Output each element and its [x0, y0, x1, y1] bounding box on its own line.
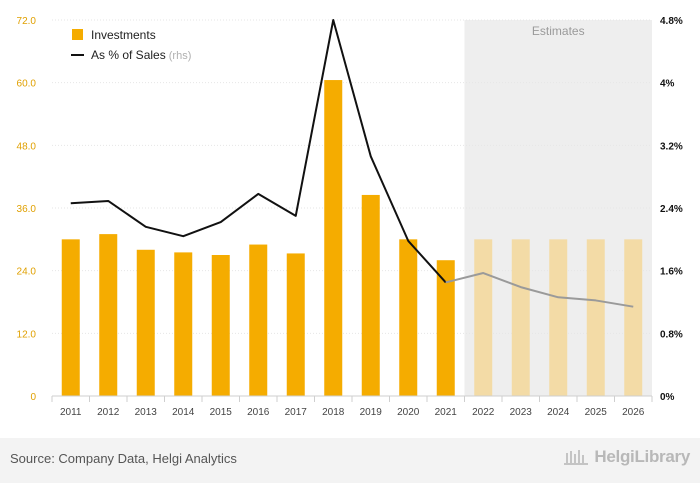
brand-logo[interactable]: HelgiLibrary — [563, 447, 690, 467]
legend-bar-label: Investments — [91, 28, 156, 42]
line-point-2026[interactable] — [631, 305, 635, 309]
x-tick-label: 2021 — [435, 407, 458, 418]
x-tick-label: 2017 — [285, 407, 308, 418]
line-point-2019[interactable] — [369, 154, 373, 158]
bar-2020[interactable] — [399, 239, 418, 396]
bar-2014[interactable] — [174, 252, 193, 396]
legend-rhs-suffix: (rhs) — [166, 50, 192, 62]
source-text: Source: Company Data, Helgi Analytics — [10, 451, 237, 466]
line-point-2013[interactable] — [144, 225, 148, 229]
line-point-2023[interactable] — [519, 285, 523, 289]
line-point-2018[interactable] — [331, 18, 335, 22]
bar-2016[interactable] — [249, 244, 268, 396]
legend-bar-swatch[interactable] — [72, 29, 83, 40]
bar-2025[interactable] — [586, 239, 605, 396]
x-tick-label: 2019 — [360, 407, 383, 418]
bar-2015[interactable] — [211, 255, 230, 396]
line-point-2017[interactable] — [294, 214, 298, 218]
chart: Estimates 0 12.0 24.0 36.0 48.0 60.0 72.0 0% 0.8%… — [17, 16, 683, 418]
line-point-2025[interactable] — [594, 298, 598, 302]
x-tick-label: 2026 — [622, 407, 645, 418]
y-right-tick-label: 4.8% — [660, 16, 683, 27]
brand-name: HelgiLibrary — [594, 447, 690, 466]
line-point-2011[interactable] — [69, 201, 73, 205]
y-right-tick-label: 4% — [660, 79, 675, 90]
line-point-2021[interactable] — [444, 280, 448, 284]
library-icon — [564, 450, 589, 465]
bar-2024[interactable] — [549, 239, 568, 396]
bar-2021[interactable] — [436, 260, 455, 396]
y-left-tick-label: 12.0 — [17, 329, 37, 340]
y-right-tick-label: 2.4% — [660, 204, 683, 215]
line-series-actual — [70, 19, 447, 284]
legend-line-label: As % of Sales (rhs) — [91, 48, 191, 62]
x-tick-label: 2018 — [322, 407, 345, 418]
y-left-tick-label: 48.0 — [17, 141, 37, 152]
line-point-2024[interactable] — [556, 295, 560, 299]
y-right-tick-label: 0.8% — [660, 329, 683, 340]
y-right-tick-label: 1.6% — [660, 267, 683, 278]
x-tick-label: 2012 — [97, 407, 120, 418]
x-tick-label: 2014 — [172, 407, 195, 418]
y-right-tick-label: 0% — [660, 392, 675, 403]
estimate-label: Estimates — [532, 24, 585, 38]
bar-2013[interactable] — [136, 249, 155, 396]
x-tick-label: 2011 — [60, 407, 82, 418]
y-left-tick-label: 60.0 — [17, 79, 37, 90]
bar-2026[interactable] — [624, 239, 643, 396]
bar-2018[interactable] — [324, 80, 343, 397]
line-series-estimate — [445, 272, 634, 308]
y-left-tick-label: 36.0 — [17, 204, 37, 215]
bar-2011[interactable] — [61, 239, 80, 396]
x-tick-label: 2020 — [397, 407, 420, 418]
x-tick-label: 2024 — [547, 407, 570, 418]
line-point-2015[interactable] — [219, 220, 223, 224]
y-left-tick-label: 72.0 — [17, 16, 37, 27]
y-left-tick-label: 24.0 — [17, 267, 37, 278]
x-tick-label: 2015 — [210, 407, 233, 418]
y-right-tick-label: 3.2% — [660, 141, 683, 152]
line-point-2014[interactable] — [181, 234, 185, 238]
bar-2019[interactable] — [361, 194, 380, 396]
x-tick-label: 2023 — [510, 407, 533, 418]
x-tick-label: 2025 — [585, 407, 608, 418]
bar-2017[interactable] — [286, 253, 305, 396]
line-point-2016[interactable] — [256, 192, 260, 196]
line-point-2020[interactable] — [406, 239, 410, 243]
line-point-2012[interactable] — [106, 199, 110, 203]
footer: Source: Company Data, Helgi Analytics He… — [0, 438, 700, 483]
bar-2022[interactable] — [474, 239, 493, 396]
x-tick-label: 2016 — [247, 407, 270, 418]
bar-2023[interactable] — [511, 239, 530, 396]
y-left-tick-label: 0 — [30, 392, 36, 403]
bar-2012[interactable] — [99, 234, 118, 396]
line-point-2022[interactable] — [481, 271, 485, 275]
x-tick-label: 2013 — [135, 407, 158, 418]
x-tick-label: 2022 — [472, 407, 495, 418]
